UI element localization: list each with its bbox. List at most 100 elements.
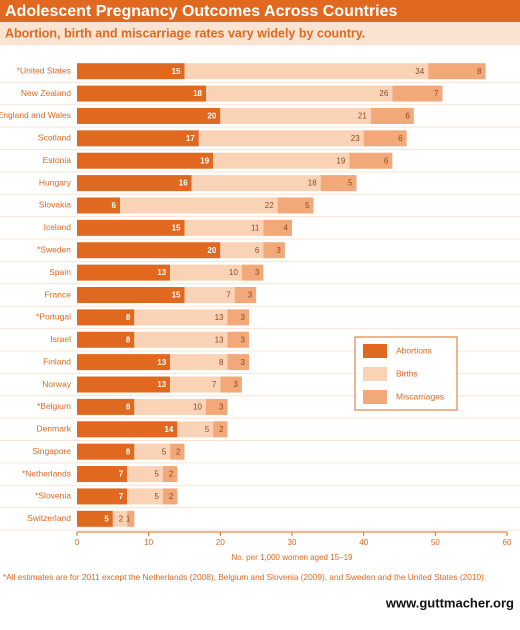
y-tick-label: *Slovenia [35, 491, 71, 501]
bar-segment [77, 443, 135, 460]
subtitle-band [0, 22, 520, 45]
value-label: 13 [157, 268, 166, 277]
value-label: 3 [276, 246, 281, 255]
y-tick-label: Estonia [43, 155, 72, 165]
y-tick-label: *Portugal [36, 312, 71, 322]
bar-segment [263, 242, 285, 259]
bar-segment [170, 376, 221, 393]
y-tick-label: Finland [43, 356, 71, 366]
bar-segment [428, 63, 486, 80]
y-tick-label: France [45, 289, 72, 299]
value-label: 3 [233, 380, 238, 389]
value-label: 8 [477, 67, 482, 76]
chart-subtitle: Abortion, birth and miscarriage rates va… [5, 26, 365, 40]
value-label: 23 [351, 134, 360, 143]
legend-label: Miscarriages [396, 391, 444, 401]
value-label: 5 [104, 514, 109, 523]
value-label: 8 [219, 358, 224, 367]
legend-swatch [363, 390, 387, 404]
y-tick-label: *Belgium [37, 401, 71, 411]
y-tick-label: Iceland [44, 222, 72, 232]
value-label: 7 [434, 89, 439, 98]
x-tick-label: 20 [216, 538, 225, 547]
x-tick-label: 10 [144, 538, 153, 547]
value-label: 22 [265, 201, 274, 210]
value-label: 3 [241, 358, 246, 367]
footnote: *All estimates are for 2011 except the N… [3, 572, 486, 582]
value-label: 19 [200, 156, 209, 165]
value-label: 8 [126, 403, 131, 412]
value-label: 15 [172, 291, 181, 300]
bar-segment [227, 354, 249, 371]
bar-segment [320, 175, 357, 192]
y-tick-label: Israel [50, 334, 71, 344]
bar-segment [170, 443, 185, 460]
value-label: 2 [169, 492, 174, 501]
value-label: 18 [193, 89, 202, 98]
chart-title: Adolescent Pregnancy Outcomes Across Cou… [5, 3, 398, 20]
value-label: 4 [284, 223, 289, 232]
bar-segment [77, 175, 192, 192]
y-tick-label: Slovakia [39, 200, 71, 210]
value-label: 21 [358, 112, 367, 121]
value-label: 26 [379, 89, 388, 98]
bar-segment [277, 197, 314, 214]
bar-segment [77, 309, 135, 326]
bar-segment [77, 354, 171, 371]
legend-label: Births [396, 368, 418, 378]
value-label: 16 [179, 179, 188, 188]
legend-swatch [363, 344, 387, 358]
value-label: 8 [126, 335, 131, 344]
value-label: 5 [155, 470, 160, 479]
source: www.guttmacher.org [385, 595, 514, 610]
bar-segment [112, 510, 128, 527]
value-label: 8 [126, 313, 131, 322]
value-label: 2 [119, 514, 124, 523]
value-label: 13 [215, 313, 224, 322]
bar-segment [163, 488, 178, 505]
value-label: 14 [164, 425, 173, 434]
value-label: 2 [169, 470, 174, 479]
value-label: 5 [205, 425, 210, 434]
x-tick-label: 60 [503, 538, 512, 547]
bar-segment [227, 309, 249, 326]
bar-segment [170, 354, 228, 371]
value-label: 6 [112, 201, 117, 210]
bar-segment [213, 421, 228, 438]
y-tick-label: New Zealand [21, 88, 71, 98]
value-label: 7 [212, 380, 217, 389]
value-label: 11 [251, 223, 260, 232]
legend-label: Abortions [396, 345, 432, 355]
bar-segment [77, 85, 206, 102]
bar-segment [349, 152, 393, 169]
value-label: 17 [186, 134, 195, 143]
bar-segment [134, 398, 206, 415]
value-label: 15 [172, 67, 181, 76]
bar-segment [163, 466, 178, 483]
bar-segment [77, 242, 221, 259]
bar-segment [213, 152, 350, 169]
value-label: 3 [241, 313, 246, 322]
y-tick-label: *Sweden [37, 244, 71, 254]
value-label: 13 [157, 380, 166, 389]
bar-segment [220, 242, 264, 259]
value-label: 7 [119, 470, 124, 479]
value-label: 10 [229, 268, 238, 277]
bar-segment [227, 331, 249, 348]
bar-segment [170, 264, 242, 281]
x-tick-label: 0 [75, 538, 80, 547]
bar-segment [392, 85, 443, 102]
value-label: 6 [398, 134, 403, 143]
value-label: 7 [226, 291, 231, 300]
value-label: 3 [255, 268, 260, 277]
value-label: 5 [305, 201, 310, 210]
value-label: 3 [219, 403, 224, 412]
legend-swatch [363, 367, 387, 381]
bar-segment [77, 219, 185, 236]
value-label: 3 [248, 291, 253, 300]
value-label: 5 [155, 492, 160, 501]
bar-segment [77, 107, 221, 124]
value-label: 18 [308, 179, 317, 188]
value-label: 5 [162, 447, 167, 456]
